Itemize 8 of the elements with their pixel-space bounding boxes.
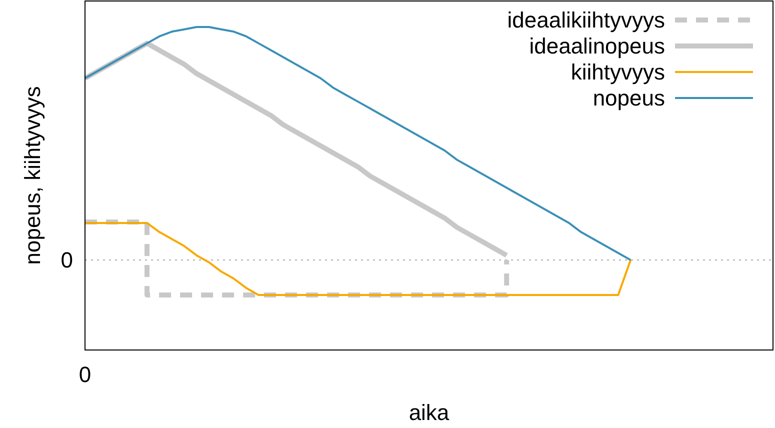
x-axis-title: aika [408,400,450,425]
legend-label: ideaalinopeus [529,34,665,59]
legend-label: ideaalikiihtyvyys [507,8,665,33]
legend-label: kiihtyvyys [570,60,665,85]
legend-label: nopeus [592,86,665,111]
y-axis-title: nopeus, kiihtyvyys [20,86,45,265]
ref-line-label: 0 [60,248,73,273]
text: 0 [78,362,92,387]
